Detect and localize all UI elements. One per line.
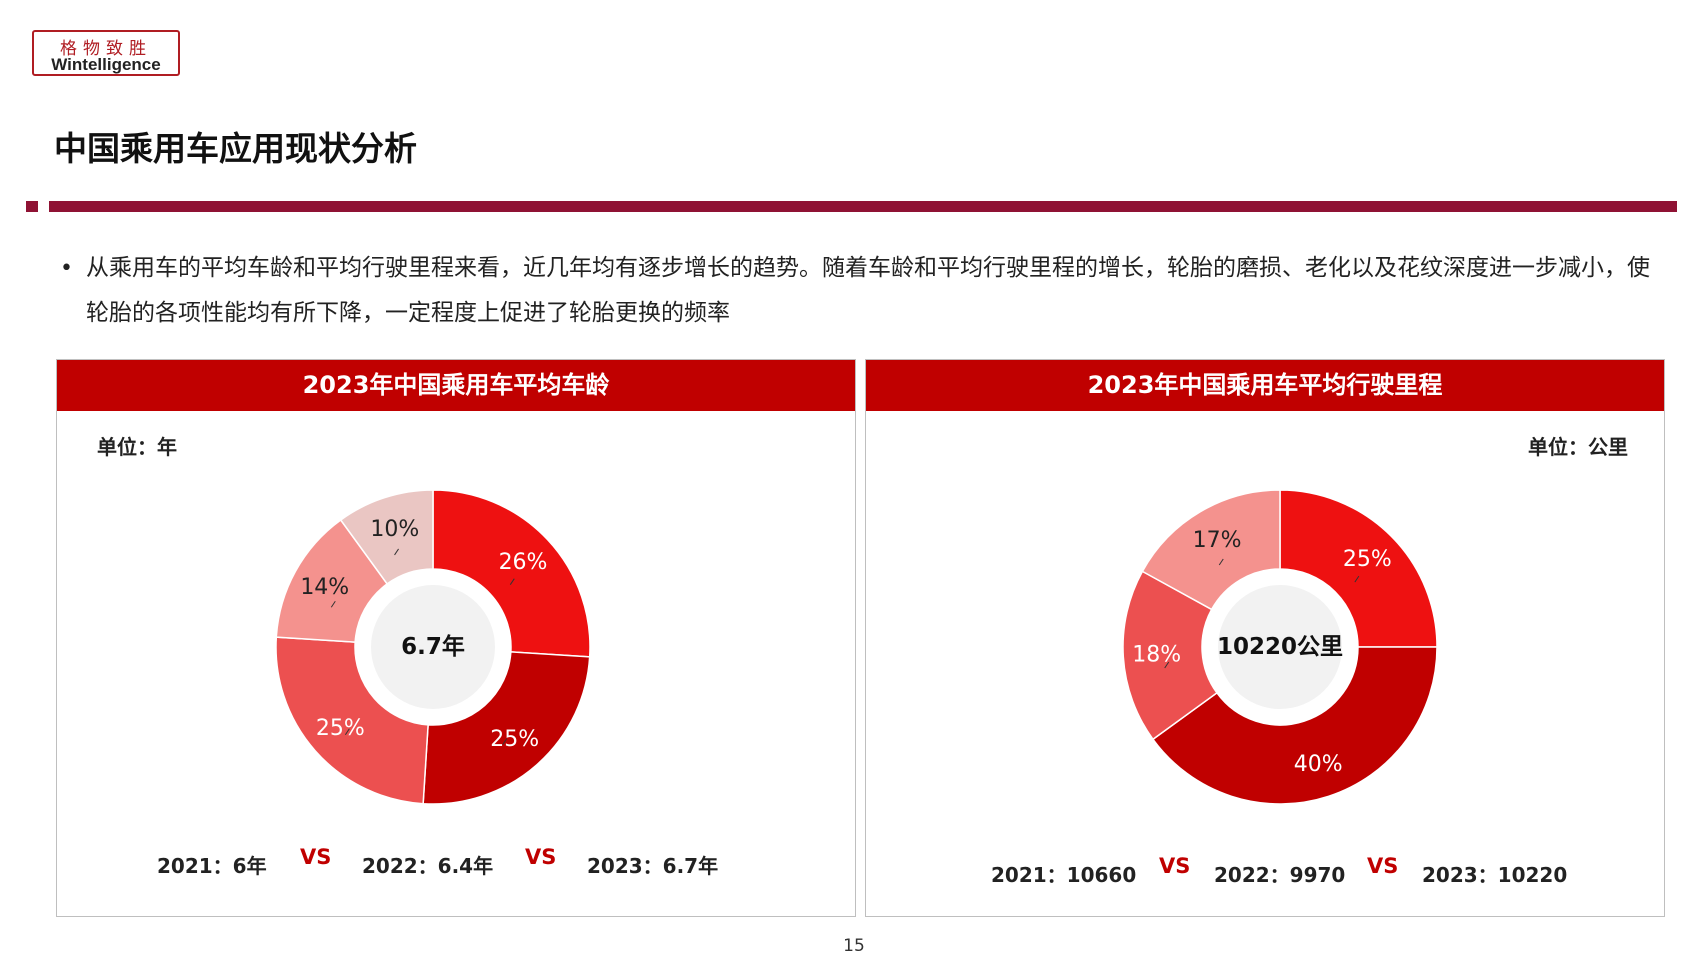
- slice-label-leader: [394, 548, 399, 556]
- mileage-comparison: 2021：10660 VS 2022：9970 VS 2023：10220: [866, 854, 1664, 889]
- bullet-dot-icon: •: [60, 256, 73, 281]
- vehicle-age-donut-chart: 26% 25% 25% 14% 10% 6.7年: [275, 489, 591, 805]
- mileage-panel: 2023年中国乘用车平均行驶里程 单位：公里 25% 40% 18% 17% 10220…: [865, 359, 1665, 917]
- donut-slice: [422, 651, 591, 805]
- donut-slice: [339, 489, 434, 585]
- mileage-unit-label: 单位：公里: [1528, 435, 1628, 459]
- donut-slice: [1141, 489, 1281, 611]
- donut-slice: [432, 489, 591, 658]
- slice-label-leader: [330, 601, 336, 608]
- vehicle-age-comparison: 2021：6年 VS 2022：6.4年 VS 2023：6.7年: [57, 845, 855, 880]
- bullet-paragraph: • 从乘用车的平均车龄和平均行驶里程来看，近几年均有逐步增长的趋势。随着车龄和平…: [60, 246, 1660, 336]
- slice-label-leader: [509, 578, 515, 585]
- vehicle-age-vs-1: VS: [300, 845, 332, 869]
- donut-slice: [1279, 489, 1438, 648]
- slice-value-label: 18%: [1132, 642, 1181, 667]
- mileage-vs-1: VS: [1159, 854, 1191, 878]
- vehicle-age-2022: 2022：6.4年: [362, 854, 494, 878]
- mileage-2021: 2021：10660: [991, 863, 1137, 887]
- slice-value-label: 17%: [1193, 528, 1242, 553]
- slice-value-label: 40%: [1294, 752, 1343, 777]
- logo-english-text: Wintelligence: [51, 55, 161, 74]
- company-logo: 格物致胜 Wintelligence: [32, 30, 180, 76]
- page-title: 中国乘用车应用现状分析: [54, 129, 417, 168]
- slice-label-leader: [1310, 760, 1315, 768]
- donut-slice: [1151, 646, 1438, 805]
- bullet-text: 从乘用车的平均车龄和平均行驶里程来看，近几年均有逐步增长的趋势。随着车龄和平均行…: [86, 255, 1650, 326]
- mileage-2023: 2023：10220: [1422, 863, 1568, 887]
- vehicle-age-2023: 2023：6.7年: [587, 854, 719, 878]
- title-rule-accent: [26, 201, 38, 212]
- slice-value-label: 26%: [499, 550, 548, 575]
- slice-label-leader: [502, 738, 508, 745]
- donut-slice: [1122, 570, 1218, 741]
- title-rule: [49, 201, 1677, 212]
- vehicle-age-unit-label: 单位：年: [97, 435, 177, 459]
- logo-chinese-text: 格物致胜: [60, 39, 152, 59]
- slice-label-leader: [344, 728, 350, 736]
- slice-value-label: 25%: [1343, 547, 1392, 572]
- slice-value-label: 25%: [316, 716, 365, 741]
- mileage-chart-title: 2023年中国乘用车平均行驶里程: [866, 360, 1664, 411]
- slice-value-label: 10%: [370, 517, 419, 542]
- slice-value-label: 14%: [300, 575, 349, 600]
- vehicle-age-vs-2: VS: [525, 845, 557, 869]
- slice-label-leader: [1354, 575, 1360, 583]
- donut-slice: [275, 636, 429, 805]
- mileage-vs-2: VS: [1367, 854, 1399, 878]
- slice-label-leader: [1218, 558, 1224, 566]
- slice-label-leader: [1164, 661, 1170, 669]
- mileage-donut-chart: 25% 40% 18% 17% 10220公里: [1122, 489, 1438, 805]
- donut-center-label: 6.7年: [401, 633, 465, 660]
- slice-value-label: 25%: [490, 727, 539, 752]
- donut-center: [1218, 585, 1342, 709]
- page-number: 15: [843, 936, 865, 956]
- vehicle-age-chart-title: 2023年中国乘用车平均车龄: [57, 360, 855, 411]
- mileage-2022: 2022：9970: [1214, 863, 1346, 887]
- donut-center: [371, 585, 495, 709]
- donut-center-label: 10220公里: [1217, 634, 1343, 660]
- vehicle-age-panel: 2023年中国乘用车平均车龄 单位：年 26% 25% 25% 14% 10% 6.7年 …: [56, 359, 856, 917]
- vehicle-age-2021: 2021：6年: [157, 854, 267, 878]
